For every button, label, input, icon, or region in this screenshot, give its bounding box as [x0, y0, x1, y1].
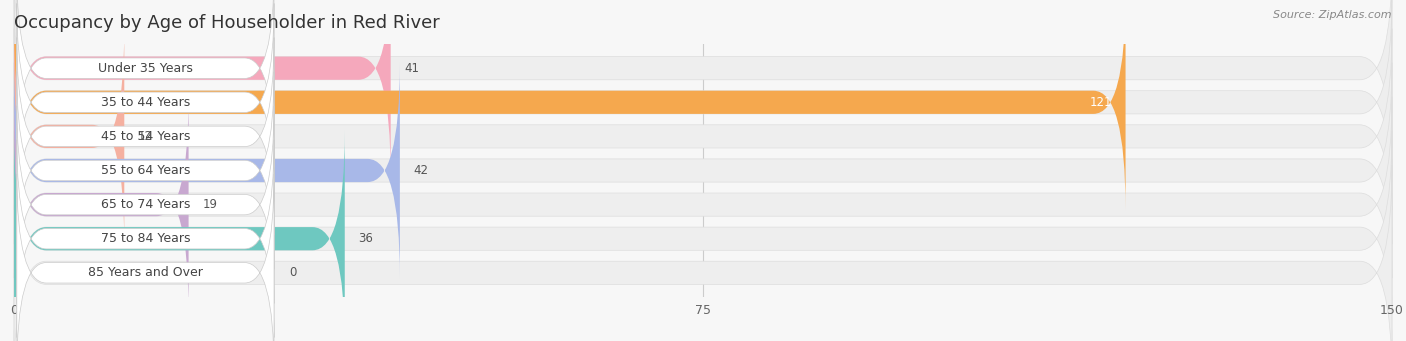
- FancyBboxPatch shape: [14, 0, 1126, 210]
- FancyBboxPatch shape: [14, 165, 1392, 341]
- FancyBboxPatch shape: [14, 131, 1392, 341]
- Text: 41: 41: [405, 62, 419, 75]
- Text: 75 to 84 Years: 75 to 84 Years: [101, 232, 190, 245]
- FancyBboxPatch shape: [17, 106, 274, 303]
- FancyBboxPatch shape: [14, 29, 124, 244]
- Text: 42: 42: [413, 164, 429, 177]
- Text: Under 35 Years: Under 35 Years: [98, 62, 193, 75]
- Text: Source: ZipAtlas.com: Source: ZipAtlas.com: [1274, 10, 1392, 20]
- FancyBboxPatch shape: [14, 63, 1392, 278]
- Text: Occupancy by Age of Householder in Red River: Occupancy by Age of Householder in Red R…: [14, 14, 440, 32]
- FancyBboxPatch shape: [17, 174, 274, 341]
- FancyBboxPatch shape: [17, 72, 274, 269]
- FancyBboxPatch shape: [14, 0, 1392, 210]
- Text: 0: 0: [290, 266, 297, 279]
- Text: 35 to 44 Years: 35 to 44 Years: [101, 96, 190, 109]
- FancyBboxPatch shape: [14, 131, 344, 341]
- Text: 65 to 74 Years: 65 to 74 Years: [101, 198, 190, 211]
- FancyBboxPatch shape: [14, 97, 1392, 312]
- Text: 12: 12: [138, 130, 153, 143]
- FancyBboxPatch shape: [17, 0, 274, 167]
- FancyBboxPatch shape: [14, 63, 399, 278]
- FancyBboxPatch shape: [17, 3, 274, 201]
- Text: 19: 19: [202, 198, 218, 211]
- FancyBboxPatch shape: [17, 140, 274, 338]
- FancyBboxPatch shape: [17, 38, 274, 235]
- FancyBboxPatch shape: [14, 29, 1392, 244]
- Text: 121: 121: [1090, 96, 1112, 109]
- FancyBboxPatch shape: [14, 97, 188, 312]
- Text: 45 to 54 Years: 45 to 54 Years: [101, 130, 190, 143]
- Text: 36: 36: [359, 232, 374, 245]
- FancyBboxPatch shape: [14, 0, 1392, 176]
- Text: 85 Years and Over: 85 Years and Over: [89, 266, 202, 279]
- Text: 55 to 64 Years: 55 to 64 Years: [101, 164, 190, 177]
- FancyBboxPatch shape: [14, 0, 391, 176]
